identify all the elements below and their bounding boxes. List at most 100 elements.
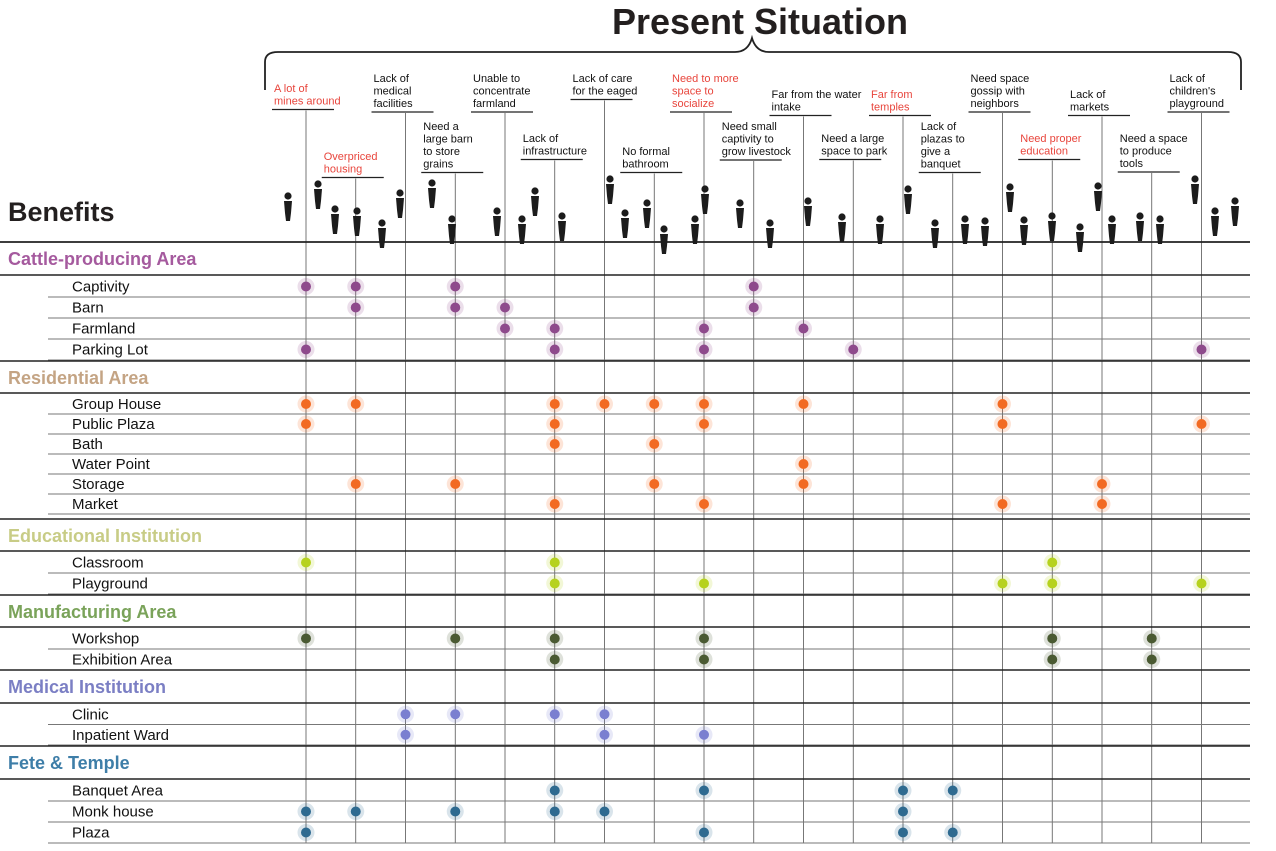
column-label: Lack of plazas to give a banquet [921, 121, 965, 171]
row-label: Water Point [72, 456, 151, 473]
category-label: Educational Institution [8, 526, 202, 546]
benefit-marker [400, 709, 411, 720]
row-labels: Captivity Barn Farmland Parking Lot Group Ho… [72, 279, 173, 842]
person-body [1076, 232, 1084, 252]
column-label: Far from the water intake [772, 89, 862, 114]
person-body [531, 196, 539, 216]
person-head [701, 185, 709, 193]
benefit-marker [301, 806, 311, 817]
benefit-marker [599, 709, 610, 720]
person-head [353, 207, 361, 215]
column-label: Lack of markets [1070, 89, 1110, 114]
person-head [931, 219, 939, 227]
person-body [1191, 184, 1199, 204]
benefit-marker [301, 344, 311, 355]
benefit-marker [947, 785, 958, 796]
benefit-marker [898, 785, 908, 796]
person-body [660, 234, 668, 254]
benefit-marker [350, 281, 361, 292]
benefit-marker [947, 827, 958, 838]
benefit-marker [1047, 654, 1058, 665]
person-head [1006, 183, 1014, 191]
category-label: Medical Institution [8, 677, 166, 697]
benefit-marker [997, 578, 1008, 589]
person-body [838, 222, 846, 242]
benefit-marker [1047, 578, 1058, 589]
row-label: Monk house [72, 804, 154, 821]
benefit-marker [1047, 557, 1058, 568]
benefit-marker [699, 419, 709, 429]
person-body [736, 208, 744, 228]
benefit-marker [748, 302, 759, 313]
benefit-marker [549, 399, 560, 409]
person-head [606, 175, 614, 183]
person-head [904, 185, 912, 193]
benefit-marker [549, 439, 560, 449]
benefit-marker [798, 459, 809, 469]
benefit-marker [1097, 479, 1107, 489]
person-body [1136, 221, 1144, 241]
person-head [838, 213, 846, 221]
column-label: A lot of mines around [274, 83, 341, 108]
person-body [1048, 221, 1056, 241]
column-labels: A lot of mines around Overpriced housing Lac… [272, 73, 1230, 179]
person-head [1020, 216, 1028, 224]
person-body [876, 224, 884, 244]
person-head [428, 179, 436, 187]
person-body [284, 201, 292, 221]
benefit-marker [549, 785, 560, 796]
benefit-marker [301, 281, 311, 292]
person-body [314, 189, 322, 209]
person-body [691, 224, 699, 244]
row-label: Workshop [72, 631, 139, 648]
person-head [691, 215, 699, 223]
column-label: Need a large space to park [821, 133, 888, 158]
person-body [353, 216, 361, 236]
benefit-marker [599, 399, 610, 409]
column-label: Need a large barn to store grains [423, 121, 473, 171]
benefit-marker [549, 419, 560, 429]
person-head [448, 215, 456, 223]
column-label: Lack of medical facilities [374, 73, 414, 110]
benefit-marker [1196, 578, 1207, 589]
row-label: Banquet Area [72, 783, 164, 800]
person-head [378, 219, 386, 227]
person-head [558, 212, 566, 220]
benefit-marker [350, 479, 361, 489]
benefit-marker [1196, 419, 1207, 429]
person-body [981, 226, 989, 246]
benefit-marker [301, 399, 311, 409]
person-head [284, 192, 292, 200]
row-label: Parking Lot [72, 342, 149, 359]
benefit-marker [1146, 654, 1157, 665]
benefit-marker [1146, 633, 1157, 644]
person-head [1108, 215, 1116, 223]
benefit-marker [450, 806, 461, 817]
person-body [931, 228, 939, 248]
benefit-marker [997, 499, 1008, 509]
benefit-marker [649, 439, 660, 449]
row-label: Market [72, 496, 119, 513]
column-gridlines [305, 100, 1202, 843]
benefit-marker [500, 302, 510, 313]
benefit-marker [699, 729, 709, 740]
benefit-marker [1196, 344, 1207, 355]
benefit-marker [549, 344, 560, 355]
person-head [621, 209, 629, 217]
person-head [1156, 215, 1164, 223]
row-label: Barn [72, 300, 104, 317]
person-head [876, 215, 884, 223]
row-label: Inpatient Ward [72, 727, 169, 744]
person-body [331, 214, 339, 234]
person-body [904, 194, 912, 214]
person-head [396, 189, 404, 197]
column-label: Lack of children's playground [1170, 73, 1224, 110]
benefit-marker [549, 654, 560, 665]
benefit-marker [1097, 499, 1107, 509]
people-silhouettes [284, 175, 1239, 254]
person-head [804, 197, 812, 205]
row-gridlines [0, 241, 1250, 844]
benefit-marker [450, 709, 461, 720]
person-body [448, 224, 456, 244]
